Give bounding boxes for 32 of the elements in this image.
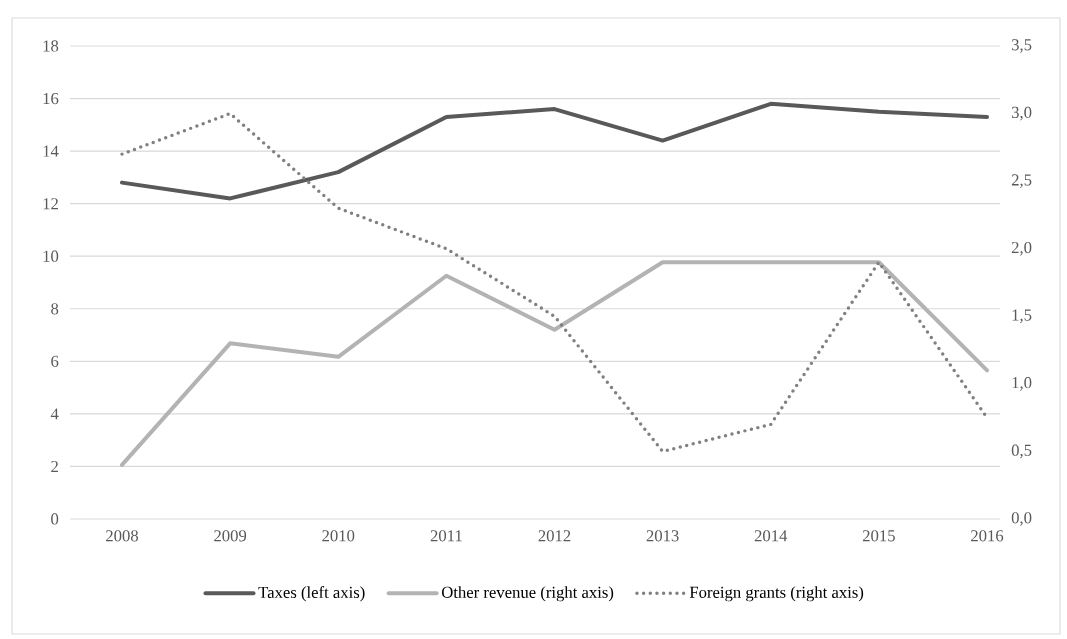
legend-label: Other revenue (right axis): [441, 586, 614, 602]
x-tick-label: 2011: [430, 530, 462, 542]
x-tick-label: 2010: [322, 530, 355, 542]
y-tick-label: 0: [51, 513, 59, 525]
y-tick-label: 6: [51, 355, 59, 367]
y-tick-label: 8: [51, 303, 59, 315]
y-tick-label: 4: [50, 408, 59, 420]
x-tick-label: 2013: [646, 530, 679, 542]
y-tick-label: 12: [43, 198, 58, 210]
y2-tick-label: 0,0: [1011, 512, 1032, 526]
y-tick-label: 2: [51, 460, 58, 472]
line-series: [120, 111, 989, 454]
legend-label: Foreign grants (right axis): [689, 586, 864, 602]
x-tick-label: 2014: [754, 530, 788, 542]
y2-tick-label: 2,0: [1011, 241, 1032, 256]
x-tick-label: 2016: [971, 530, 1004, 542]
line-series: [120, 101, 990, 201]
y-tick-label: 18: [43, 40, 59, 52]
y2-tick-label: 3,5: [1011, 39, 1032, 53]
y-tick-label: 16: [43, 92, 59, 105]
x-tick-label: 2015: [862, 530, 895, 542]
x-tick-label: 2008: [106, 530, 139, 542]
x-tick-label: 2012: [538, 530, 571, 542]
y2-tick-label: 3,0: [1011, 106, 1032, 121]
y2-tick-label: 2,5: [1011, 174, 1032, 188]
y2-tick-label: 1,5: [1012, 309, 1032, 324]
x-tick-label: 2009: [214, 530, 247, 542]
y2-tick-label: 0,5: [1011, 444, 1032, 459]
y-tick-label: 10: [43, 250, 59, 262]
y2-tick-label: 1,0: [1012, 377, 1032, 391]
y-tick-label: 14: [43, 145, 59, 157]
legend-label: Taxes (left axis): [258, 586, 365, 602]
